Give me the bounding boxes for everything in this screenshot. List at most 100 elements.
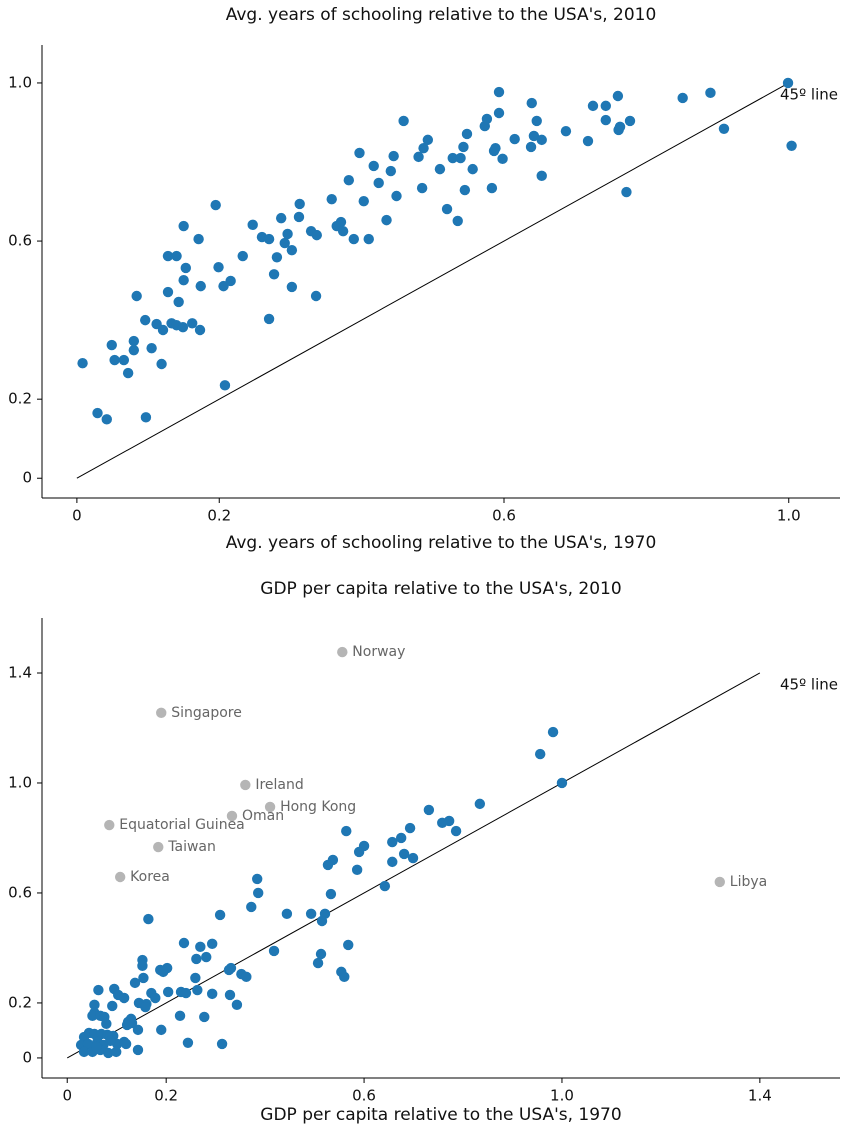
point-annotation: Libya	[730, 874, 767, 890]
point	[210, 199, 221, 211]
point	[467, 163, 478, 175]
point	[486, 182, 498, 194]
point	[191, 953, 202, 965]
point	[395, 832, 407, 844]
point	[368, 160, 379, 172]
point	[162, 286, 174, 298]
x-tick-label: 0.6	[352, 1087, 376, 1105]
point	[705, 87, 716, 99]
point	[237, 250, 248, 262]
point	[600, 114, 611, 126]
point	[418, 142, 429, 154]
point	[536, 134, 547, 146]
point	[614, 121, 626, 133]
point	[129, 977, 141, 989]
point	[556, 777, 568, 789]
point	[182, 1037, 194, 1049]
point	[782, 77, 794, 89]
point	[587, 100, 599, 112]
point-annotation: Oman	[242, 808, 284, 824]
point	[213, 261, 224, 273]
reference-line-label: 45º line	[780, 675, 838, 693]
point	[128, 344, 140, 356]
point	[173, 296, 184, 308]
point	[132, 1044, 144, 1056]
annotated-point	[240, 779, 251, 791]
point	[416, 182, 428, 194]
point	[111, 1046, 122, 1058]
point	[315, 948, 327, 960]
point	[441, 203, 453, 215]
point	[246, 901, 257, 913]
point	[140, 1001, 151, 1013]
point	[388, 150, 399, 162]
point	[87, 1010, 98, 1022]
point-annotation: Taiwan	[167, 839, 216, 855]
point	[294, 198, 305, 210]
y-tick-label: 1.4	[8, 663, 32, 681]
point	[312, 957, 324, 969]
reference-line-label: 45º line	[780, 85, 838, 103]
point	[156, 1024, 167, 1036]
point	[316, 915, 328, 927]
point-annotation: Hong Kong	[280, 799, 356, 815]
point	[192, 984, 203, 996]
point	[105, 1035, 116, 1047]
point	[178, 220, 189, 232]
point	[157, 324, 169, 336]
point	[353, 846, 365, 858]
point	[231, 999, 243, 1011]
point	[201, 951, 212, 963]
point	[122, 367, 134, 379]
point	[379, 880, 391, 892]
point	[286, 281, 298, 293]
point	[138, 972, 149, 984]
point	[423, 804, 435, 816]
point	[131, 290, 142, 302]
y-tick-label: 1.0	[8, 73, 32, 91]
point	[193, 233, 204, 245]
point	[339, 971, 350, 983]
x-tick-label: 0.2	[154, 1087, 178, 1105]
point	[268, 945, 280, 957]
point	[387, 836, 398, 848]
point	[528, 130, 540, 142]
point	[216, 1038, 228, 1050]
point	[91, 1041, 102, 1053]
point	[526, 97, 537, 109]
point	[162, 986, 174, 998]
point	[180, 262, 191, 274]
point	[447, 152, 458, 164]
point	[286, 244, 298, 256]
y-tick-label: 0	[22, 1048, 32, 1066]
point	[107, 1000, 118, 1012]
point	[459, 184, 471, 196]
x-tick-label: 1.4	[748, 1087, 772, 1105]
point	[120, 1038, 132, 1050]
y-tick-label: 0.6	[8, 232, 32, 250]
point	[337, 225, 349, 237]
point	[224, 989, 236, 1001]
point	[474, 798, 486, 810]
point	[252, 887, 264, 899]
reference-line	[66, 672, 761, 1059]
point	[178, 937, 190, 949]
annotated-point	[114, 871, 126, 883]
point	[180, 987, 192, 999]
point	[455, 152, 466, 164]
point	[450, 825, 462, 837]
point	[348, 233, 359, 245]
point	[275, 212, 287, 224]
point	[140, 314, 151, 326]
point	[263, 233, 275, 245]
annotated-point	[714, 876, 725, 888]
point	[358, 195, 369, 207]
reference-line	[76, 82, 789, 479]
point	[109, 354, 120, 366]
point	[174, 1010, 186, 1022]
point	[373, 177, 384, 189]
point	[156, 358, 167, 370]
point	[263, 313, 275, 325]
annotated-point	[226, 810, 238, 822]
